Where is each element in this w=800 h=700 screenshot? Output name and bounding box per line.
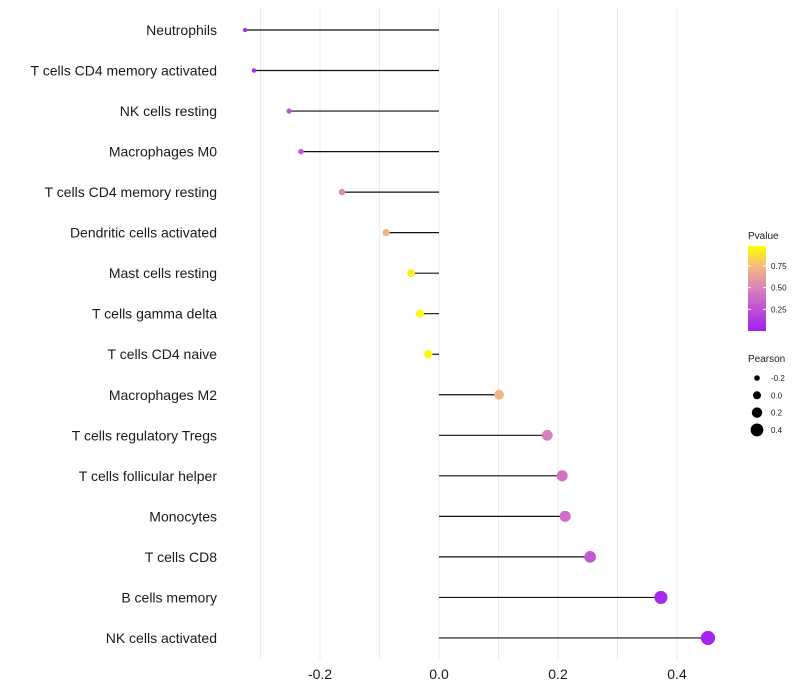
size-legend-point [751, 407, 763, 418]
y-tick-label: Macrophages M2 [109, 387, 217, 403]
size-legend-label: 0.2 [771, 409, 783, 418]
data-point [242, 27, 248, 33]
y-axis-labels: Neutrophils T cells CD4 memory activated N… [31, 22, 218, 646]
pvalue-legend: Pvalue 0.25 0.50 0.75 [748, 231, 787, 331]
y-tick-label: T cells CD4 naive [108, 346, 218, 362]
size-legend-point [750, 423, 764, 437]
colorbar-tick-label: 0.25 [771, 305, 787, 314]
size-legend-label: -0.2 [771, 374, 785, 383]
data-point [584, 551, 596, 563]
size-legend-label: 0.4 [771, 426, 783, 435]
colorbar-tick-label: 0.50 [771, 284, 787, 293]
y-tick-label: T cells CD8 [145, 549, 217, 565]
points [242, 27, 716, 646]
grid [260, 8, 678, 660]
pvalue-colorbar [748, 246, 766, 331]
y-tick-label: Macrophages M0 [109, 144, 217, 160]
data-point [298, 148, 304, 155]
pvalue-legend-title: Pvalue [748, 231, 779, 242]
x-tick-label: 0.2 [548, 666, 568, 682]
y-tick-label: B cells memory [121, 589, 217, 605]
pearson-legend-title: Pearson [748, 354, 785, 365]
y-tick-label: T cells follicular helper [79, 468, 218, 484]
y-tick-label: Neutrophils [146, 22, 217, 38]
data-point [251, 68, 257, 73]
pearson-legend: Pearson -0.2 0.0 0.2 0.4 [748, 354, 785, 437]
data-point [338, 188, 346, 196]
y-tick-label: T cells CD4 memory activated [31, 63, 217, 79]
y-tick-label: NK cells activated [106, 630, 217, 646]
size-legend-point [752, 391, 762, 400]
data-point [541, 429, 553, 441]
y-tick-label: T cells gamma delta [92, 306, 217, 322]
x-tick-label: -0.2 [308, 666, 332, 682]
y-tick-label: Mast cells resting [109, 265, 217, 281]
data-point [415, 309, 424, 318]
data-point [407, 269, 415, 278]
data-point [700, 630, 716, 646]
data-point [559, 510, 571, 522]
colorbar-tick-label: 0.75 [771, 262, 787, 271]
stems [245, 29, 708, 639]
x-tick-label: 0.0 [429, 666, 449, 682]
data-point [286, 108, 292, 114]
x-tick-label: 0.4 [667, 666, 687, 682]
y-tick-label: T cells regulatory Tregs [72, 427, 217, 443]
size-legend-point [754, 375, 760, 381]
y-tick-label: NK cells resting [120, 103, 217, 119]
x-axis-labels: -0.2 0.0 0.2 0.4 [308, 666, 687, 682]
size-legend-label: 0.0 [771, 391, 783, 400]
y-tick-label: T cells CD4 memory resting [45, 184, 217, 200]
y-tick-label: Monocytes [149, 508, 217, 524]
y-tick-label: Dendritic cells activated [70, 225, 217, 241]
data-point [654, 590, 668, 605]
data-point [556, 470, 568, 482]
data-point [382, 228, 390, 237]
data-point [494, 389, 504, 400]
data-point [424, 350, 433, 359]
